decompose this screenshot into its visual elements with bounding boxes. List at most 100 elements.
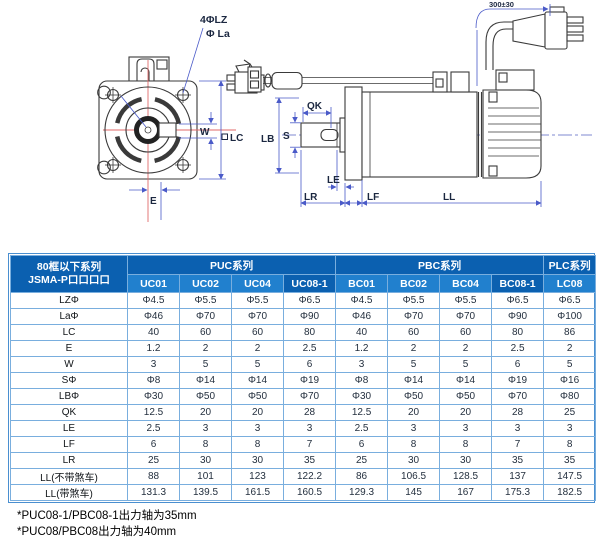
table-row: LaΦ Φ46 Φ70 Φ70 Φ90 Φ46 Φ70 Φ70 Φ90 Φ100: [10, 308, 597, 325]
table-cell: Φ14: [231, 372, 284, 389]
table-cell: 2: [439, 340, 493, 357]
table-cell: Φ8: [335, 372, 389, 389]
pilot-circle: [104, 86, 192, 174]
table-cell: 25: [335, 452, 389, 469]
table-cell: 20: [231, 404, 284, 421]
table-cell: 3: [282, 420, 337, 437]
table-row: LBΦ Φ30 Φ50 Φ50 Φ70 Φ30 Φ50 Φ50 Φ70 Φ80: [10, 388, 597, 405]
spec-table-frame: 80框以下系列 JSMA-P口口口口 PUC系列 PBC系列 PLC系列 UC0…: [8, 253, 597, 503]
table-cell: 6: [282, 356, 337, 373]
table-cell: 6: [127, 436, 180, 453]
dim-label-qk: QK: [307, 101, 323, 112]
row-label: LR: [10, 452, 128, 469]
square-symbol: [221, 133, 228, 140]
table-cell: 25: [127, 452, 180, 469]
table-cell: 60: [439, 324, 493, 341]
row-label: QK: [10, 404, 128, 421]
dim-label-lf: LF: [367, 192, 379, 203]
encoder-housing: [482, 89, 542, 179]
col-header-bc08-1: BC08-1: [491, 274, 545, 293]
dim-label-e: E: [150, 196, 157, 207]
row-label: LC: [10, 324, 128, 341]
dim-label-lc: LC: [230, 133, 243, 144]
table-cell: 2.5: [282, 340, 337, 357]
table-cell: 139.5: [179, 484, 232, 501]
table-cell: 101: [179, 468, 232, 485]
footnote-2: *PUC08/PBC08出力轴为40mm: [17, 526, 177, 538]
table-cell: 3: [179, 420, 232, 437]
dim-lb: LB: [261, 97, 299, 174]
table-cell: Φ14: [179, 372, 232, 389]
table-title-line2: JSMA-P口口口口: [28, 274, 110, 286]
table-cell: 128.5: [439, 468, 493, 485]
table-cell: 60: [231, 324, 284, 341]
table-cell: Φ5.5: [179, 292, 232, 309]
table-cell: 35: [543, 452, 597, 469]
table-cell: 1.2: [335, 340, 389, 357]
table-cell: 30: [387, 452, 441, 469]
group-header-puc: PUC系列: [126, 255, 337, 275]
table-cell: 137: [491, 468, 545, 485]
table-row: LC 40 60 60 80 40 60 60 80 86: [10, 324, 597, 341]
table-cell: 7: [491, 436, 545, 453]
col-header-uc08-1: UC08-1: [282, 274, 337, 293]
table-cell: 2: [231, 340, 284, 357]
table-cell: 6: [491, 356, 545, 373]
row-label: LZΦ: [10, 292, 128, 309]
inner-leader: [120, 95, 147, 128]
table-cell: Φ70: [282, 388, 337, 405]
table-row: W 3 5 5 6 3 5 5 6 5: [10, 356, 597, 373]
table-title-cell: 80框以下系列 JSMA-P口口口口: [10, 255, 128, 293]
table-cell: 3: [491, 420, 545, 437]
table-cell: 28: [282, 404, 337, 421]
row-label: W: [10, 356, 128, 373]
table-cell: 3: [387, 420, 441, 437]
table-cell: 167: [439, 484, 493, 501]
dim-bottom: LE LR LF LL: [300, 150, 542, 207]
motor-body: [361, 91, 478, 178]
table-cell: 20: [179, 404, 232, 421]
table-cell: 60: [387, 324, 441, 341]
table-cell: Φ5.5: [387, 292, 441, 309]
table-cell: 160.5: [282, 484, 337, 501]
table-row: QK 12.5 20 20 28 12.5 20 20 28 25: [10, 404, 597, 421]
table-cell: Φ70: [179, 308, 232, 325]
dim-w: W: [179, 112, 217, 150]
table-cell: 123: [231, 468, 284, 485]
col-header-uc04: UC04: [231, 274, 284, 293]
table-cell: Φ19: [282, 372, 337, 389]
footnote-1: *PUC08-1/PBC08-1出力轴为35mm: [17, 510, 197, 522]
table-cell: 40: [127, 324, 180, 341]
shaft-keyway: [320, 128, 339, 142]
table-cell: Φ6.5: [491, 292, 545, 309]
table-title-line1: 80框以下系列: [36, 261, 102, 273]
table-cell: 2.5: [335, 420, 389, 437]
table-cell: 30: [231, 452, 284, 469]
table-cell: Φ90: [282, 308, 337, 325]
table-row: E 1.2 2 2 2.5 1.2 2 2 2.5 2: [10, 340, 597, 357]
table-cell: 122.2: [282, 468, 337, 485]
table-cell: 131.3: [127, 484, 180, 501]
table-row: LL(带煞车) 131.3 139.5 161.5 160.5 129.3 14…: [10, 484, 597, 501]
row-label: LaΦ: [10, 308, 128, 325]
table-cell: Φ30: [335, 388, 389, 405]
table-cell: 3: [127, 356, 180, 373]
table-cell: Φ90: [491, 308, 545, 325]
dim-lc: LC: [199, 80, 243, 180]
terminal-blocks: [432, 71, 470, 93]
table-cell: Φ16: [543, 372, 597, 389]
dim-label-la: Φ La: [206, 28, 230, 40]
table-cell: Φ70: [491, 388, 545, 405]
table-row: SΦ Φ8 Φ14 Φ14 Φ19 Φ8 Φ14 Φ14 Φ19 Φ16: [10, 372, 597, 389]
table-cell: Φ46: [335, 308, 389, 325]
shaft-circle: [134, 116, 162, 144]
table-cell: 175.3: [491, 484, 545, 501]
table-cell: 145: [387, 484, 441, 501]
table-cell: Φ70: [387, 308, 441, 325]
table-cell: 12.5: [335, 404, 389, 421]
spec-table: 80框以下系列 JSMA-P口口口口 PUC系列 PBC系列 PLC系列 UC0…: [10, 255, 597, 501]
table-cell: 28: [491, 404, 545, 421]
table-cell: Φ6.5: [543, 292, 597, 309]
table-cell: 2: [543, 340, 597, 357]
encoder-cable: [485, 6, 584, 91]
